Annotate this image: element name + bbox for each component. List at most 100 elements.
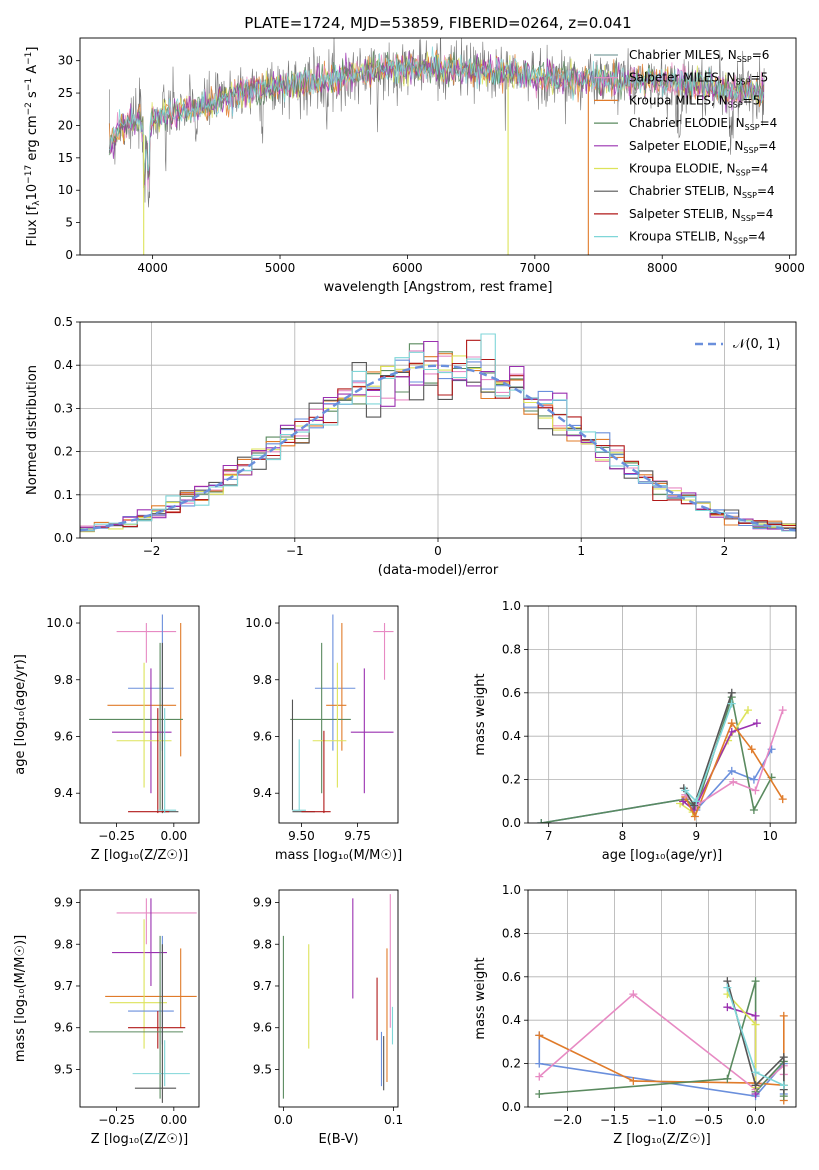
axes-frame	[79, 605, 200, 824]
data-point-marker	[692, 797, 701, 806]
y-tick-label: 9.5	[253, 1062, 272, 1076]
axes-frame	[278, 889, 399, 1108]
legend-label: Kroupa MILES, N	[629, 93, 728, 107]
x-tick-label: −2	[143, 544, 161, 558]
x-tick-label: −1.5	[600, 1113, 629, 1127]
y-tick-label: 9.8	[54, 673, 73, 687]
mass-vs-Z-panel: −0.25 0.00 9.5 9.6 9.7 9.8 9.9 Z [log₁₀(Z/Z☉)] m…	[13, 889, 200, 1147]
data-point-marker	[727, 699, 736, 708]
legend-entry: Kroupa MILES, NSSP=5	[629, 93, 760, 109]
plot-area	[108, 38, 765, 255]
y-tick-label: 9.7	[54, 979, 73, 993]
y-axis-label-part: 10	[25, 184, 40, 201]
legend-sub: SSP	[741, 214, 756, 223]
y-tick-label: 30	[58, 54, 73, 68]
data-point-marker	[751, 1068, 760, 1077]
data-point-marker	[690, 801, 699, 810]
y-tick-label: 9.6	[253, 1021, 272, 1035]
data-point-marker	[535, 1072, 544, 1081]
y-tick-label: 5	[65, 216, 73, 230]
x-tick-label: 0	[434, 544, 442, 558]
x-tick-label: 0.00	[160, 829, 187, 843]
x-tick-label: 7000	[520, 261, 551, 275]
data-point-marker	[727, 688, 736, 697]
age-vs-Z-panel: −0.25 0.00 9.4 9.6 9.8 10.0 Z [log₁₀(Z/Z☉)] age…	[13, 605, 200, 863]
data-point-marker	[723, 983, 732, 992]
y-tick-label: 0.2	[502, 773, 521, 787]
x-tick-label: 8000	[647, 261, 678, 275]
axes-frame	[527, 605, 797, 824]
y-axis-label-part: erg cm	[25, 115, 40, 164]
legend-suffix: =4	[756, 207, 774, 221]
legend-suffix: =4	[757, 184, 775, 198]
legend-suffix: =4	[760, 116, 778, 130]
y-tick-label: 0.6	[502, 686, 521, 700]
x-tick-label: 2	[721, 544, 729, 558]
data-point-marker	[744, 706, 753, 715]
data-point-marker	[751, 786, 760, 795]
y-axis-label-part: Flux [f	[25, 205, 40, 246]
x-axis-label: Z [log₁₀(Z/Z☉)]	[613, 1132, 710, 1147]
x-tick-label: 7	[545, 829, 553, 843]
y-tick-label: 9.6	[54, 729, 73, 743]
y-axis-label-part: λ	[32, 200, 42, 206]
y-axis-label: mass [log₁₀(M/M☉)]	[13, 935, 28, 1062]
legend-label: Chabrier ELODIE, N	[629, 116, 745, 130]
series-line	[679, 709, 749, 814]
y-tick-label: 9.9	[54, 896, 73, 910]
data-point-marker	[729, 777, 738, 786]
y-axis-label-part: −1	[24, 78, 34, 91]
massweight-vs-Z-panel: −2.0 −1.5 −1.0 −0.5 0.0 0.0 0.2 0.4 0.6 0.8 1.0 Z […	[473, 883, 797, 1147]
legend-suffix: =5	[743, 93, 761, 107]
y-tick-label: 10.0	[245, 616, 272, 630]
x-tick-label: −0.5	[694, 1113, 723, 1127]
y-tick-label: 9.4	[54, 786, 73, 800]
y-tick-label: 9.7	[253, 979, 272, 993]
legend-sub: SSP	[742, 191, 757, 200]
legend-entry: Kroupa ELODIE, NSSP=4	[629, 162, 768, 178]
y-tick-label: 10.0	[46, 616, 73, 630]
y-tick-label: 0.2	[54, 445, 73, 459]
legend-entry: Chabrier MILES, NSSP=6	[629, 48, 769, 64]
x-tick-label: 0.00	[160, 1113, 187, 1127]
data-point-marker	[779, 1053, 788, 1062]
y-tick-label: 9.4	[253, 786, 272, 800]
data-point-marker	[747, 745, 756, 754]
x-axis-label: E(B-V)	[318, 1132, 358, 1147]
y-tick-label: 9.6	[253, 729, 272, 743]
legend-sub: SSP	[743, 146, 758, 155]
y-tick-label: 15	[58, 151, 73, 165]
x-tick-label: −0.25	[98, 829, 135, 843]
axes-frame	[79, 37, 797, 256]
x-tick-label: 0.1	[384, 1113, 403, 1127]
plot-area	[282, 894, 394, 1099]
data-point-marker	[679, 797, 688, 806]
y-axis-label: Normed distribution	[25, 365, 40, 495]
x-axis-label: Z [log₁₀(Z/Z☉)]	[91, 848, 188, 863]
data-point-marker	[751, 1020, 760, 1029]
y-tick-label: 0.0	[502, 816, 521, 830]
x-tick-label: 6000	[392, 261, 423, 275]
legend-entry: Chabrier STELIB, NSSP=4	[629, 184, 775, 200]
x-tick-label: 0.0	[746, 1113, 765, 1127]
x-tick-label: 4000	[137, 261, 168, 275]
axes-frame	[527, 889, 797, 1108]
y-tick-label: 1.0	[502, 883, 521, 897]
y-tick-label: 9.6	[54, 1021, 73, 1035]
x-tick-label: 5000	[265, 261, 296, 275]
figure-title: PLATE=1724, MJD=53859, FIBERID=0264, z=0…	[244, 14, 631, 32]
data-point-marker	[727, 719, 736, 728]
y-axis-label-part: −2	[24, 102, 34, 115]
y-tick-label: 0.8	[502, 926, 521, 940]
y-tick-label: 0.2	[502, 1057, 521, 1071]
legend-entry: 𝒩(0, 1)	[733, 337, 780, 352]
y-tick-label: 0.0	[502, 1100, 521, 1114]
series-line	[538, 1015, 785, 1101]
y-axis-label: Flux [fλ10−17 erg cm−2 s−1 A−1]	[24, 47, 42, 247]
y-tick-label: 10	[58, 183, 73, 197]
y-tick-label: 9.8	[253, 673, 272, 687]
y-tick-label: 25	[58, 86, 73, 100]
y-tick-label: 0.6	[502, 970, 521, 984]
series-line	[541, 696, 773, 823]
